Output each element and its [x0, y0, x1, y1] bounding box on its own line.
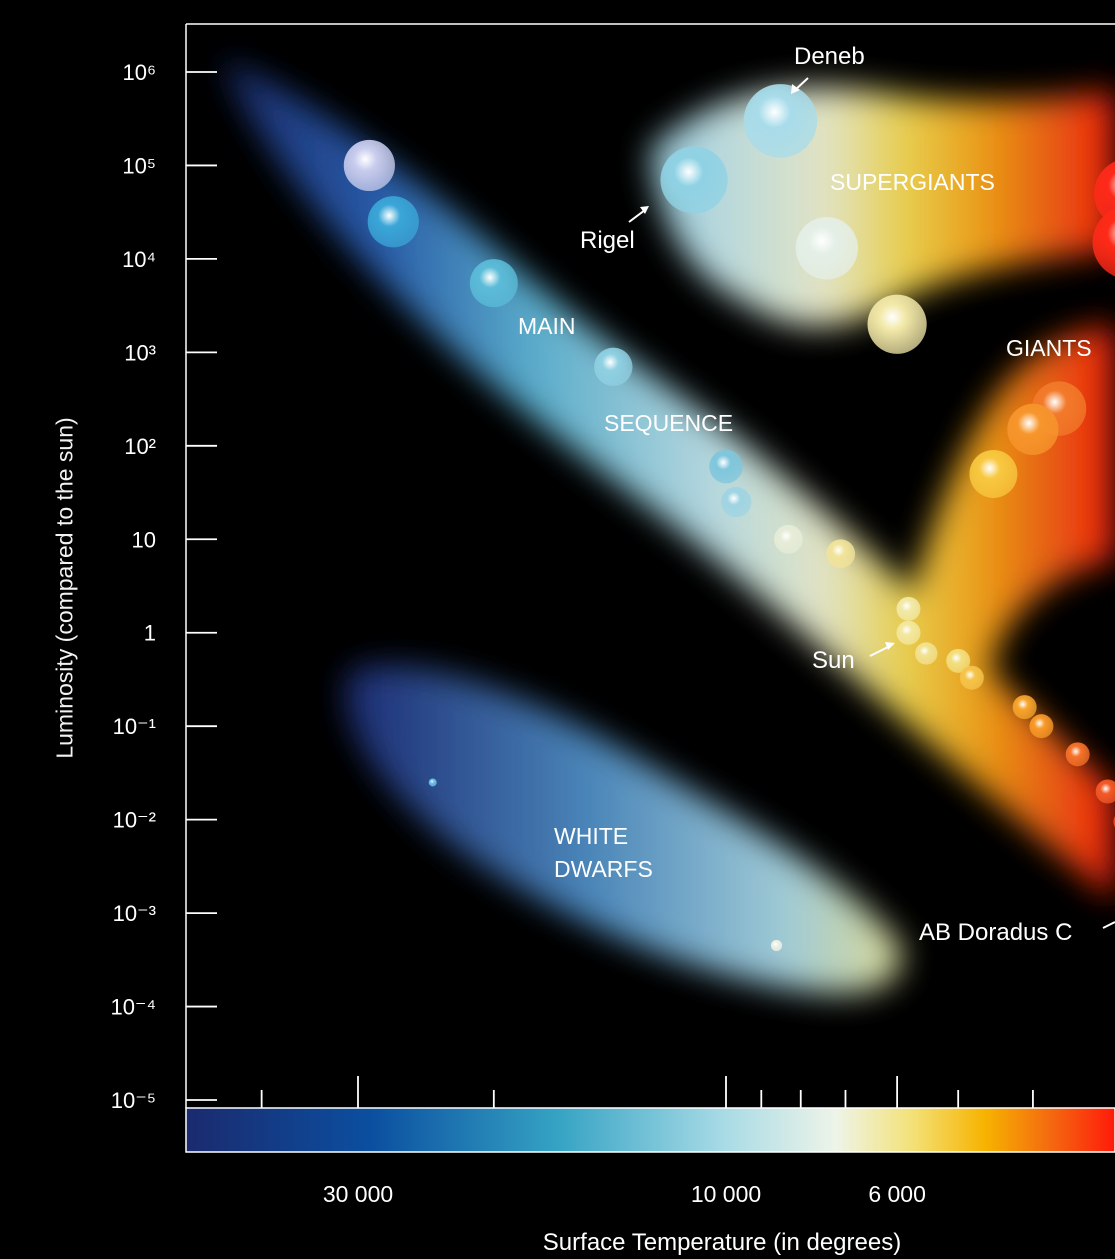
y-tick-label: 10	[132, 527, 156, 552]
star-point	[896, 620, 921, 645]
star-point	[826, 539, 856, 569]
star-point	[959, 665, 984, 690]
giant-branch-band	[900, 325, 1115, 682]
star-point	[469, 259, 518, 308]
star-point	[969, 449, 1018, 498]
star-label-ab-doradus-c: AB Doradus C	[919, 919, 1072, 946]
y-ticks: 10⁶ 10⁵ 10⁴ 10³ 10² 10 1 10⁻¹ 10⁻² 10⁻³ 10⁻⁴ 10⁻⁵	[110, 60, 217, 1113]
star-point	[896, 596, 921, 621]
star-point	[343, 139, 395, 192]
star-point	[946, 648, 971, 673]
x-tick-label: 10 000	[691, 1181, 761, 1207]
supergiant-band	[650, 87, 1115, 327]
deneb-arrowhead	[791, 84, 800, 94]
region-label-giants: GIANTS	[1006, 335, 1092, 361]
star-point	[428, 778, 437, 787]
star-point	[770, 939, 783, 952]
y-tick-label: 10⁻¹	[113, 714, 156, 739]
star-point	[1065, 742, 1090, 767]
y-tick-label: 10⁻³	[113, 901, 156, 926]
y-tick-label: 10⁻⁴	[110, 995, 156, 1020]
y-tick-label: 10⁴	[122, 247, 156, 272]
region-label-main: MAIN	[518, 313, 576, 339]
star-point	[594, 347, 633, 387]
star-point	[367, 196, 419, 248]
y-axis-title: Luminosity (compared to the sun)	[51, 417, 78, 759]
rigel-arrowhead	[640, 206, 649, 214]
region-bands	[222, 60, 1115, 994]
region-label-supergiants: SUPERGIANTS	[830, 169, 995, 195]
sun-pointer	[869, 645, 891, 657]
stars	[343, 84, 1115, 952]
star-point	[867, 294, 927, 354]
sun-arrowhead	[885, 642, 895, 650]
star-point	[1095, 779, 1115, 804]
star-point	[1029, 714, 1054, 739]
star-point	[743, 84, 818, 158]
star-label-sun: Sun	[812, 647, 855, 674]
star-point	[774, 524, 803, 554]
star-point	[795, 217, 859, 280]
rigel-pointer	[628, 209, 646, 223]
region-label-white: WHITE	[554, 823, 628, 849]
temperature-color-bar	[185, 1107, 1115, 1153]
star-point	[709, 449, 743, 484]
star-point	[1007, 403, 1059, 455]
star-label-deneb: Deneb	[794, 43, 865, 70]
star-point	[660, 146, 728, 214]
y-tick-label: 1	[144, 621, 156, 646]
y-tick-label: 10⁻²	[113, 808, 156, 833]
x-axis-title: Surface Temperature (in degrees)	[543, 1229, 901, 1256]
region-label-dwarfs: DWARFS	[554, 856, 653, 882]
y-tick-label: 10²	[124, 434, 156, 459]
y-tick-label: 10³	[124, 340, 156, 365]
star-point	[1092, 208, 1115, 277]
y-tick-label: 10⁶	[122, 60, 156, 85]
star-point	[721, 486, 752, 518]
y-tick-label: 10⁻⁵	[111, 1088, 156, 1113]
region-label-sequence: SEQUENCE	[604, 410, 733, 436]
white-dwarf-band	[345, 665, 902, 994]
x-tick-label: 6 000	[868, 1181, 926, 1207]
star-point	[915, 642, 938, 665]
x-tick-label: 30 000	[323, 1181, 393, 1207]
y-tick-label: 10⁵	[122, 153, 156, 178]
ab-doradus-pointer	[1102, 921, 1115, 929]
star-label-rigel: Rigel	[580, 227, 635, 254]
main-sequence-band	[222, 60, 1115, 900]
star-point	[1094, 161, 1115, 226]
star-point	[1012, 695, 1037, 720]
